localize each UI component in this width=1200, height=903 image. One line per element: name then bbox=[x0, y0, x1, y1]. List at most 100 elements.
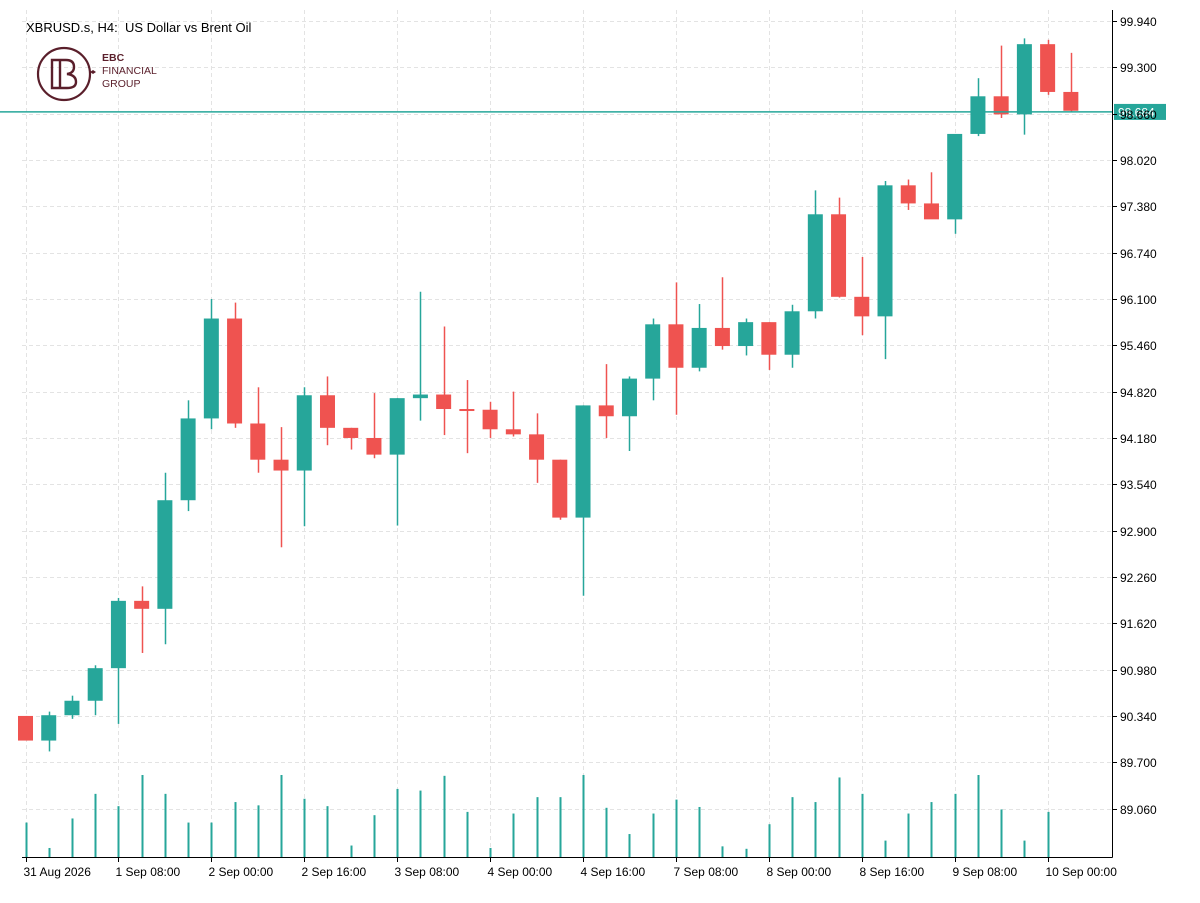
y-tick-label: 94.820 bbox=[1120, 386, 1157, 400]
current-price-label: 98.684 bbox=[1118, 105, 1155, 119]
candle-bearish bbox=[714, 277, 730, 350]
candle-body bbox=[761, 322, 777, 355]
instrument-description: US Dollar vs Brent Oil bbox=[124, 20, 252, 35]
candle-body bbox=[529, 434, 545, 460]
current-price-line: 98.684 bbox=[0, 103, 1166, 120]
candle-bearish bbox=[854, 256, 870, 336]
candle-bullish bbox=[1016, 38, 1032, 135]
candle-body bbox=[598, 405, 614, 417]
candle-bullish bbox=[738, 318, 754, 356]
x-tick-label: 2 Sep 00:00 bbox=[209, 865, 274, 879]
candle-body bbox=[807, 214, 823, 312]
candle-body bbox=[180, 418, 196, 501]
candle-body bbox=[645, 324, 661, 379]
logo-line-1: EBC bbox=[102, 52, 125, 64]
candle-bearish bbox=[436, 326, 452, 436]
candle-bullish bbox=[691, 304, 707, 372]
candle-bearish bbox=[319, 376, 335, 446]
candle-body bbox=[923, 203, 939, 220]
x-tick-label: 8 Sep 16:00 bbox=[860, 865, 925, 879]
x-tick-label: 4 Sep 16:00 bbox=[581, 865, 646, 879]
logo-text: EBC FINANCIAL GROUP bbox=[102, 52, 157, 91]
candle-body bbox=[436, 394, 452, 410]
candle-bearish bbox=[482, 401, 498, 438]
candle-body bbox=[273, 459, 289, 471]
y-tick-label: 89.700 bbox=[1120, 756, 1157, 770]
candle-body bbox=[482, 409, 498, 430]
candle-bullish bbox=[412, 291, 428, 421]
y-tick-label: 99.940 bbox=[1120, 15, 1157, 29]
candle-bullish bbox=[157, 472, 173, 645]
candle-body bbox=[714, 327, 730, 347]
y-tick-label: 92.260 bbox=[1120, 571, 1157, 585]
candle-bearish bbox=[900, 179, 916, 210]
candle-bullish bbox=[807, 190, 823, 319]
y-tick-label: 92.900 bbox=[1120, 525, 1157, 539]
candle-bearish bbox=[273, 427, 289, 548]
candle-body bbox=[1016, 44, 1032, 115]
candle-body bbox=[227, 318, 243, 424]
current-price-badge bbox=[1114, 103, 1166, 120]
x-tick-label: 31 Aug 2026 bbox=[24, 865, 92, 879]
ebc-logo-icon bbox=[36, 46, 96, 102]
candle-bullish bbox=[87, 665, 103, 716]
y-tick-label: 95.460 bbox=[1120, 339, 1157, 353]
candlesticks bbox=[18, 38, 1079, 752]
candle-body bbox=[157, 500, 173, 609]
candle-body bbox=[505, 429, 521, 435]
candle-body bbox=[296, 395, 312, 471]
candle-body bbox=[738, 322, 754, 347]
candle-body bbox=[1040, 44, 1056, 92]
chart-title: XBRUSD.s, H4: US Dollar vs Brent Oil bbox=[26, 20, 251, 35]
candle-bearish bbox=[250, 387, 266, 473]
candle-body bbox=[947, 133, 963, 220]
candle-bearish bbox=[1040, 39, 1056, 95]
candle-body bbox=[319, 395, 335, 428]
x-tick-label: 2 Sep 16:00 bbox=[302, 865, 367, 879]
x-tick-label: 9 Sep 08:00 bbox=[953, 865, 1018, 879]
candle-bearish bbox=[18, 715, 33, 741]
y-tick-label: 94.180 bbox=[1120, 432, 1157, 446]
candle-bullish bbox=[575, 405, 591, 596]
candle-bearish bbox=[134, 586, 150, 653]
candle-body bbox=[784, 311, 800, 355]
candle-body bbox=[110, 600, 126, 669]
candle-bullish bbox=[645, 318, 661, 401]
y-tick-label: 97.380 bbox=[1120, 200, 1157, 214]
candle-body bbox=[854, 296, 870, 317]
candle-bullish bbox=[621, 376, 637, 452]
logo-line-3: GROUP bbox=[102, 78, 141, 90]
candle-bullish bbox=[389, 398, 405, 526]
candle-bearish bbox=[227, 302, 243, 428]
candle-body bbox=[343, 427, 359, 438]
candle-body bbox=[575, 405, 591, 518]
candle-bearish bbox=[529, 413, 545, 483]
candle-bearish bbox=[459, 380, 475, 454]
candle-body bbox=[691, 327, 707, 368]
y-tick-label: 89.060 bbox=[1120, 803, 1157, 817]
candle-bullish bbox=[41, 711, 57, 752]
candle-body bbox=[389, 398, 405, 455]
candle-body bbox=[64, 700, 80, 716]
candle-body bbox=[459, 409, 475, 412]
x-axis-labels: 31 Aug 2026 1 Sep 08:00 2 Sep 00:00 2 Sep 1… bbox=[24, 857, 1117, 879]
candle-bearish bbox=[552, 459, 568, 520]
candle-bearish bbox=[761, 322, 777, 370]
candle-body bbox=[412, 394, 428, 399]
candle-body bbox=[18, 715, 33, 741]
y-tick-label: 90.980 bbox=[1120, 664, 1157, 678]
candle-body bbox=[877, 185, 893, 317]
candle-body bbox=[366, 437, 382, 455]
candle-bearish bbox=[343, 427, 359, 450]
symbol-timeframe: XBRUSD.s, H4: bbox=[26, 20, 118, 35]
candle-bullish bbox=[110, 597, 126, 724]
candle-body bbox=[203, 318, 219, 419]
y-tick-label: 93.540 bbox=[1120, 478, 1157, 492]
candle-bearish bbox=[366, 393, 382, 459]
y-tick-label: 96.100 bbox=[1120, 293, 1157, 307]
candle-bullish bbox=[947, 133, 963, 234]
candle-body bbox=[900, 185, 916, 204]
y-axis-labels: 99.940 99.300 98.660 98.020 97.380 96.740 96.1… bbox=[1112, 15, 1157, 817]
logo-line-2: FINANCIAL bbox=[102, 65, 157, 77]
